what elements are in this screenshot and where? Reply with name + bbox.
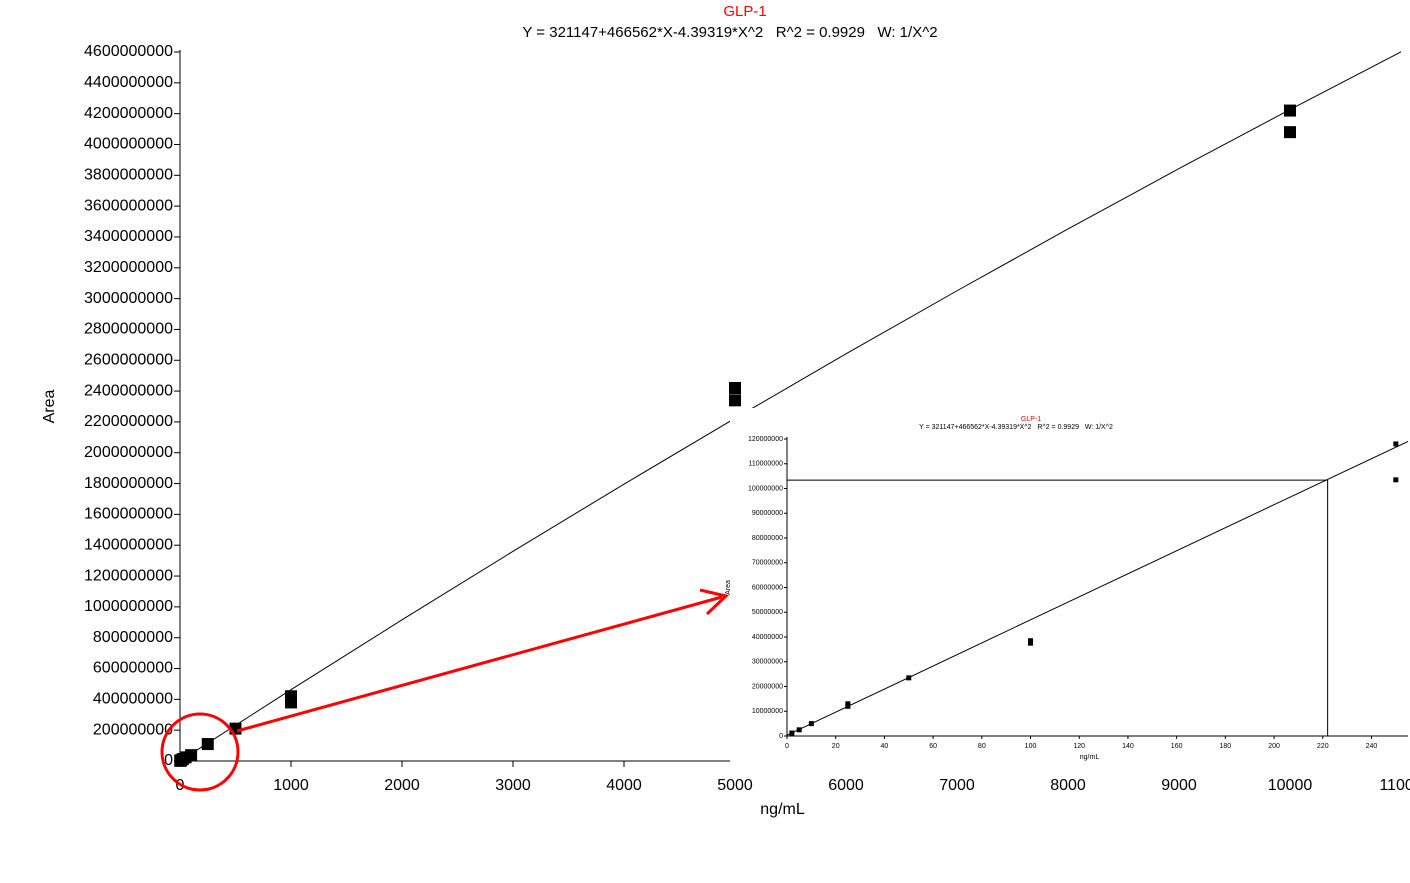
y-tick-label: 400000000 <box>93 691 173 708</box>
y-tick-label: 3200000000 <box>84 259 173 276</box>
y-tick-label: 2600000000 <box>84 351 173 368</box>
x-tick-label: 180 <box>1220 743 1232 750</box>
x-tick-label: 40 <box>881 743 889 750</box>
y-tick-label: 4200000000 <box>84 105 173 122</box>
y-tick-label: 600000000 <box>93 660 173 677</box>
data-point <box>845 701 851 707</box>
x-axis-label: ng/mL <box>1080 754 1100 761</box>
data-point <box>285 696 297 709</box>
x-tick-label: 4000 <box>606 777 642 794</box>
y-tick-label: 60000000 <box>752 584 783 591</box>
y-tick-label: 1400000000 <box>84 536 173 553</box>
data-point <box>1284 126 1296 139</box>
annotation <box>160 588 730 792</box>
y-tick-label: 4400000000 <box>84 74 173 91</box>
arrow-line <box>236 595 723 733</box>
x-tick-label: 5000 <box>717 777 753 794</box>
inset-plot: GLP-1Y = 321147+466562*X-4.39319*X^2 R^2… <box>725 416 1409 761</box>
y-tick-label: 2000000000 <box>84 444 173 461</box>
y-tick-label: 110000000 <box>748 461 783 468</box>
y-tick-label: 1800000000 <box>84 475 173 492</box>
data-point <box>1284 104 1296 117</box>
chart-title: GLP-1 <box>723 3 766 20</box>
arrow-head <box>699 588 730 616</box>
x-tick-label: 8000 <box>1050 777 1086 794</box>
x-tick-label: 80 <box>978 743 986 750</box>
y-tick-label: 3000000000 <box>84 290 173 307</box>
x-tick-label: 20 <box>832 743 840 750</box>
y-tick-label: 1000000000 <box>84 598 173 615</box>
y-tick-label: 2800000000 <box>84 321 173 338</box>
x-tick-label: 100 <box>1025 743 1037 750</box>
y-tick-label: 10000000 <box>752 708 783 715</box>
y-tick-label: 0 <box>164 752 173 769</box>
y-tick-label: 800000000 <box>93 629 173 646</box>
y-tick-label: 3800000000 <box>84 167 173 184</box>
y-tick-label: 50000000 <box>752 609 783 616</box>
x-tick-label: 3000 <box>495 777 531 794</box>
x-tick-label: 0 <box>785 743 789 750</box>
y-tick-label: 3600000000 <box>84 197 173 214</box>
y-tick-label: 20000000 <box>752 683 783 690</box>
x-axis-label: ng/mL <box>760 801 805 818</box>
chart-title: GLP-1 <box>1021 416 1041 423</box>
y-tick-label: 120000000 <box>748 436 783 443</box>
chart-subtitle: Y = 321147+466562*X-4.39319*X^2 R^2 = 0.… <box>919 424 1113 431</box>
fit-line <box>179 51 1402 762</box>
x-tick-label: 220 <box>1317 743 1329 750</box>
x-tick-label: 240 <box>1366 743 1378 750</box>
x-tick-label: 140 <box>1122 743 1134 750</box>
y-tick-label: 90000000 <box>752 510 783 517</box>
chart-subtitle: Y = 321147+466562*X-4.39319*X^2 R^2 = 0.… <box>522 24 937 41</box>
y-tick-label: 1200000000 <box>84 567 173 584</box>
x-tick-label: 120 <box>1073 743 1085 750</box>
y-tick-label: 0 <box>779 733 783 740</box>
x-tick-label: 10000 <box>1268 777 1313 794</box>
data-point <box>1028 638 1034 644</box>
y-axis-label: Area <box>725 580 732 595</box>
x-tick-label: 60 <box>929 743 937 750</box>
x-tick-label: 6000 <box>828 777 864 794</box>
x-tick-label: 9000 <box>1161 777 1197 794</box>
data-point <box>201 738 214 751</box>
y-tick-label: 40000000 <box>752 634 783 641</box>
x-tick-label: 200 <box>1268 743 1280 750</box>
y-tick-label: 3400000000 <box>84 228 173 245</box>
y-tick-label: 4000000000 <box>84 136 173 153</box>
y-tick-label: 4600000000 <box>84 43 173 60</box>
y-tick-label: 30000000 <box>752 659 783 666</box>
y-tick-label: 80000000 <box>752 535 783 542</box>
fit-line <box>786 441 1409 736</box>
y-tick-label: 1600000000 <box>84 506 173 523</box>
x-tick-label: 1000 <box>273 777 309 794</box>
x-tick-label: 2000 <box>384 777 420 794</box>
y-tick-label: 2200000000 <box>84 413 173 430</box>
y-tick-label: 200000000 <box>93 721 173 738</box>
x-tick-label: 160 <box>1171 743 1183 750</box>
y-tick-label: 70000000 <box>752 560 783 567</box>
highlight-circle <box>160 712 240 792</box>
y-tick-label: 2400000000 <box>84 382 173 399</box>
data-point <box>729 394 741 407</box>
y-axis-label: Area <box>41 390 58 424</box>
data-point <box>1393 441 1399 447</box>
data-point <box>729 382 741 395</box>
x-tick-label: 7000 <box>939 777 975 794</box>
data-point <box>1393 477 1399 483</box>
y-tick-label: 100000000 <box>748 485 783 492</box>
x-tick-label: 11000 <box>1379 777 1410 794</box>
inset-background <box>730 408 1410 772</box>
